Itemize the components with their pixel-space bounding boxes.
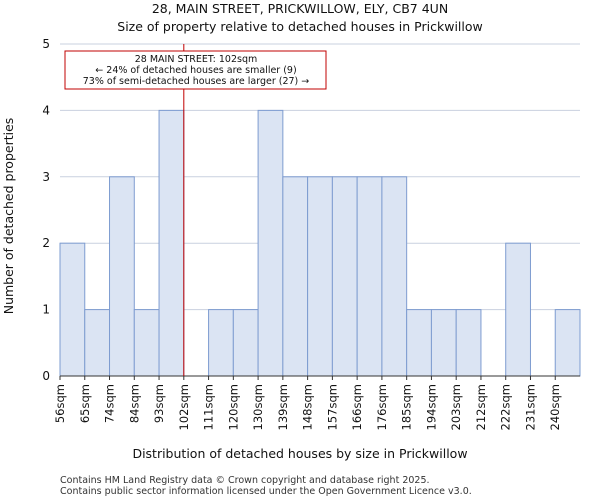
bar-65sqm bbox=[84, 309, 111, 377]
annotation-frame bbox=[64, 50, 327, 90]
x-tick-label: 203sqm bbox=[449, 384, 463, 430]
y-axis-label: Number of detached properties bbox=[1, 118, 16, 315]
y-tick-label: 0 bbox=[42, 369, 50, 383]
bar-74sqm bbox=[109, 176, 135, 377]
footer-line1: Contains HM Land Registry data © Crown c… bbox=[60, 475, 430, 486]
axes-layer: 0 1 2 3 4 5 56sqm 65sqm 74sqm 84sqm 93sqm 102sqm 111… bbox=[42, 37, 580, 430]
x-tick-label: 102sqm bbox=[177, 384, 191, 430]
bar-130sqm bbox=[257, 109, 284, 377]
bar-166sqm bbox=[356, 176, 383, 377]
bar-240sqm bbox=[554, 309, 581, 377]
annotation-line2: ← 24% of detached houses are smaller (9) bbox=[95, 65, 296, 76]
footer-line2: Contains public sector information licen… bbox=[60, 486, 472, 497]
x-tick-label: 222sqm bbox=[499, 384, 513, 430]
chart-title-line2: Size of property relative to detached ho… bbox=[117, 19, 482, 34]
bars-layer bbox=[59, 109, 581, 377]
bar-203sqm bbox=[455, 309, 482, 377]
y-tick-label: 4 bbox=[42, 103, 50, 117]
x-tick-label: 120sqm bbox=[226, 384, 240, 430]
x-tick-label: 74sqm bbox=[103, 384, 117, 423]
x-tick-label: 194sqm bbox=[424, 384, 438, 430]
x-tick-label: 130sqm bbox=[251, 384, 265, 430]
x-tick-label: 111sqm bbox=[202, 384, 216, 430]
y-tick-label: 1 bbox=[42, 303, 50, 317]
bar-84sqm bbox=[133, 309, 160, 377]
bar-222sqm bbox=[505, 242, 531, 377]
bar-56sqm bbox=[59, 242, 86, 377]
x-tick-label: 157sqm bbox=[325, 384, 339, 430]
x-tick-label: 65sqm bbox=[78, 384, 92, 423]
x-tick-label: 139sqm bbox=[276, 384, 290, 430]
x-axis-label: Distribution of detached houses by size … bbox=[132, 446, 467, 461]
bar-176sqm bbox=[381, 176, 408, 377]
y-tick-label: 5 bbox=[42, 37, 50, 51]
x-tick-label: 84sqm bbox=[127, 384, 141, 423]
y-tick-label: 2 bbox=[42, 236, 50, 250]
annotation-box: 28 MAIN STREET: 102sqm ← 24% of detached… bbox=[64, 50, 327, 90]
bar-148sqm bbox=[307, 176, 333, 377]
bar-139sqm bbox=[282, 176, 309, 377]
annotation-line3: 73% of semi-detached houses are larger (… bbox=[83, 76, 310, 87]
x-tick-label: 212sqm bbox=[474, 384, 488, 430]
bar-93sqm bbox=[158, 109, 185, 377]
x-tick-label: 240sqm bbox=[548, 384, 562, 430]
bar-194sqm bbox=[430, 309, 457, 377]
y-tick-label: 3 bbox=[42, 170, 50, 184]
x-tick-label: 176sqm bbox=[375, 384, 389, 430]
bar-111sqm bbox=[208, 309, 234, 377]
chart-title-line1: 28, MAIN STREET, PRICKWILLOW, ELY, CB7 4… bbox=[152, 1, 448, 16]
x-tick-label: 93sqm bbox=[152, 384, 166, 423]
bar-185sqm bbox=[406, 309, 432, 377]
x-tick-label: 56sqm bbox=[53, 384, 67, 423]
x-tick-label: 148sqm bbox=[301, 384, 315, 430]
bar-120sqm bbox=[232, 309, 259, 377]
bar-157sqm bbox=[331, 176, 358, 377]
annotation-line1: 28 MAIN STREET: 102sqm bbox=[135, 54, 258, 65]
x-tick-label: 185sqm bbox=[400, 384, 414, 430]
x-tick-label: 231sqm bbox=[523, 384, 537, 430]
x-tick-label: 166sqm bbox=[350, 384, 364, 430]
